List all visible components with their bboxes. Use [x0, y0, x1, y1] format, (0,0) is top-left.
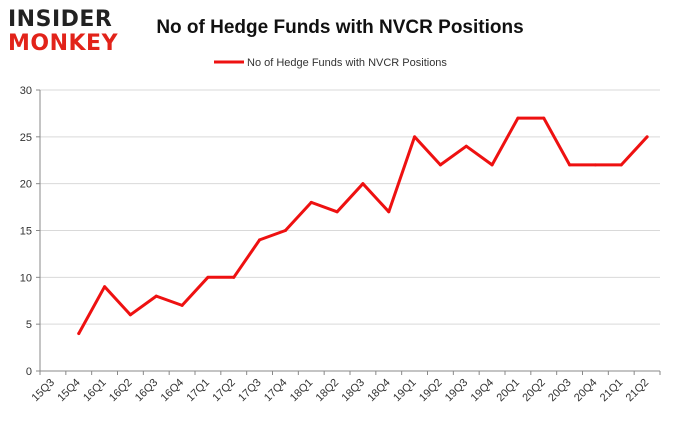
- legend-label: No of Hedge Funds with NVCR Positions: [247, 57, 447, 69]
- y-axis-ticks: 0 5 10 15 20 25 30: [20, 85, 40, 378]
- x-tick-label-16Q1: 16Q1: [81, 377, 109, 405]
- y-tick-label-15: 15: [20, 226, 32, 238]
- x-tick-label-18Q2: 18Q2: [314, 377, 342, 405]
- data-point-21Q1: [619, 163, 623, 167]
- data-point-21Q2: [645, 135, 649, 139]
- data-point-17Q1: [206, 275, 210, 279]
- x-tick-label-19Q2: 19Q2: [417, 377, 445, 405]
- x-tick-label-20Q3: 20Q3: [546, 377, 574, 405]
- x-tick-label-16Q3: 16Q3: [133, 377, 161, 405]
- gridlines: [40, 89, 660, 325]
- x-tick-label-17Q4: 17Q4: [262, 377, 290, 405]
- data-point-16Q1: [103, 285, 107, 289]
- x-tick-label-18Q4: 18Q4: [365, 377, 393, 405]
- y-tick-label-0: 0: [26, 366, 32, 378]
- x-tick-label-21Q1: 21Q1: [598, 377, 626, 405]
- chart-title: No of Hedge Funds with NVCR Positions: [156, 17, 523, 38]
- x-tick-label-17Q2: 17Q2: [210, 377, 238, 405]
- x-tick-label-20Q1: 20Q1: [495, 377, 523, 405]
- x-tick-label-17Q3: 17Q3: [236, 377, 264, 405]
- insider-monkey-logo: INSIDER MONKEY: [8, 7, 119, 56]
- legend: No of Hedge Funds with NVCR Positions: [214, 57, 447, 69]
- data-point-19Q2: [438, 163, 442, 167]
- series-line-0: [77, 116, 649, 335]
- x-tick-label-16Q4: 16Q4: [159, 377, 187, 405]
- x-tick-label-19Q3: 19Q3: [443, 377, 471, 405]
- y-tick-label-30: 30: [20, 85, 32, 97]
- data-point-18Q1: [309, 200, 313, 204]
- x-tick-label-18Q1: 18Q1: [288, 377, 316, 405]
- data-point-16Q4: [180, 303, 184, 307]
- data-point-19Q3: [464, 144, 468, 148]
- data-point-20Q1: [516, 116, 520, 120]
- x-tick-label-20Q4: 20Q4: [572, 377, 600, 405]
- data-point-20Q3: [568, 163, 572, 167]
- data-point-19Q4: [490, 163, 494, 167]
- y-tick-label-20: 20: [20, 179, 32, 191]
- series-layer: [77, 116, 649, 336]
- data-point-18Q4: [387, 210, 391, 214]
- x-axis-ticks: 15Q315Q416Q116Q216Q316Q417Q117Q217Q317Q4…: [30, 371, 661, 405]
- data-point-18Q3: [361, 182, 365, 186]
- data-point-19Q1: [413, 135, 417, 139]
- data-point-16Q3: [154, 294, 158, 298]
- x-tick-label-20Q2: 20Q2: [520, 377, 548, 405]
- x-tick-label-16Q2: 16Q2: [107, 377, 135, 405]
- y-tick-label-25: 25: [20, 132, 32, 144]
- x-tick-label-18Q3: 18Q3: [340, 377, 368, 405]
- y-tick-label-5: 5: [26, 319, 32, 331]
- logo-line-2: MONKEY: [8, 31, 119, 56]
- x-tick-label-19Q4: 19Q4: [469, 377, 497, 405]
- x-tick-label-21Q2: 21Q2: [624, 377, 652, 405]
- x-tick-label-15Q3: 15Q3: [30, 377, 58, 405]
- data-point-20Q2: [542, 116, 546, 120]
- logo-line-1: INSIDER: [8, 7, 112, 32]
- data-point-15Q4: [77, 332, 81, 336]
- data-point-16Q2: [128, 313, 132, 317]
- x-tick-label-15Q4: 15Q4: [55, 377, 83, 405]
- data-point-17Q4: [283, 229, 287, 232]
- data-point-17Q2: [232, 275, 236, 279]
- data-point-18Q2: [335, 210, 339, 214]
- x-tick-label-19Q1: 19Q1: [391, 377, 419, 405]
- y-tick-label-10: 10: [20, 272, 32, 284]
- data-point-17Q3: [258, 238, 262, 242]
- data-point-20Q4: [593, 163, 597, 167]
- x-tick-label-17Q1: 17Q1: [185, 377, 213, 405]
